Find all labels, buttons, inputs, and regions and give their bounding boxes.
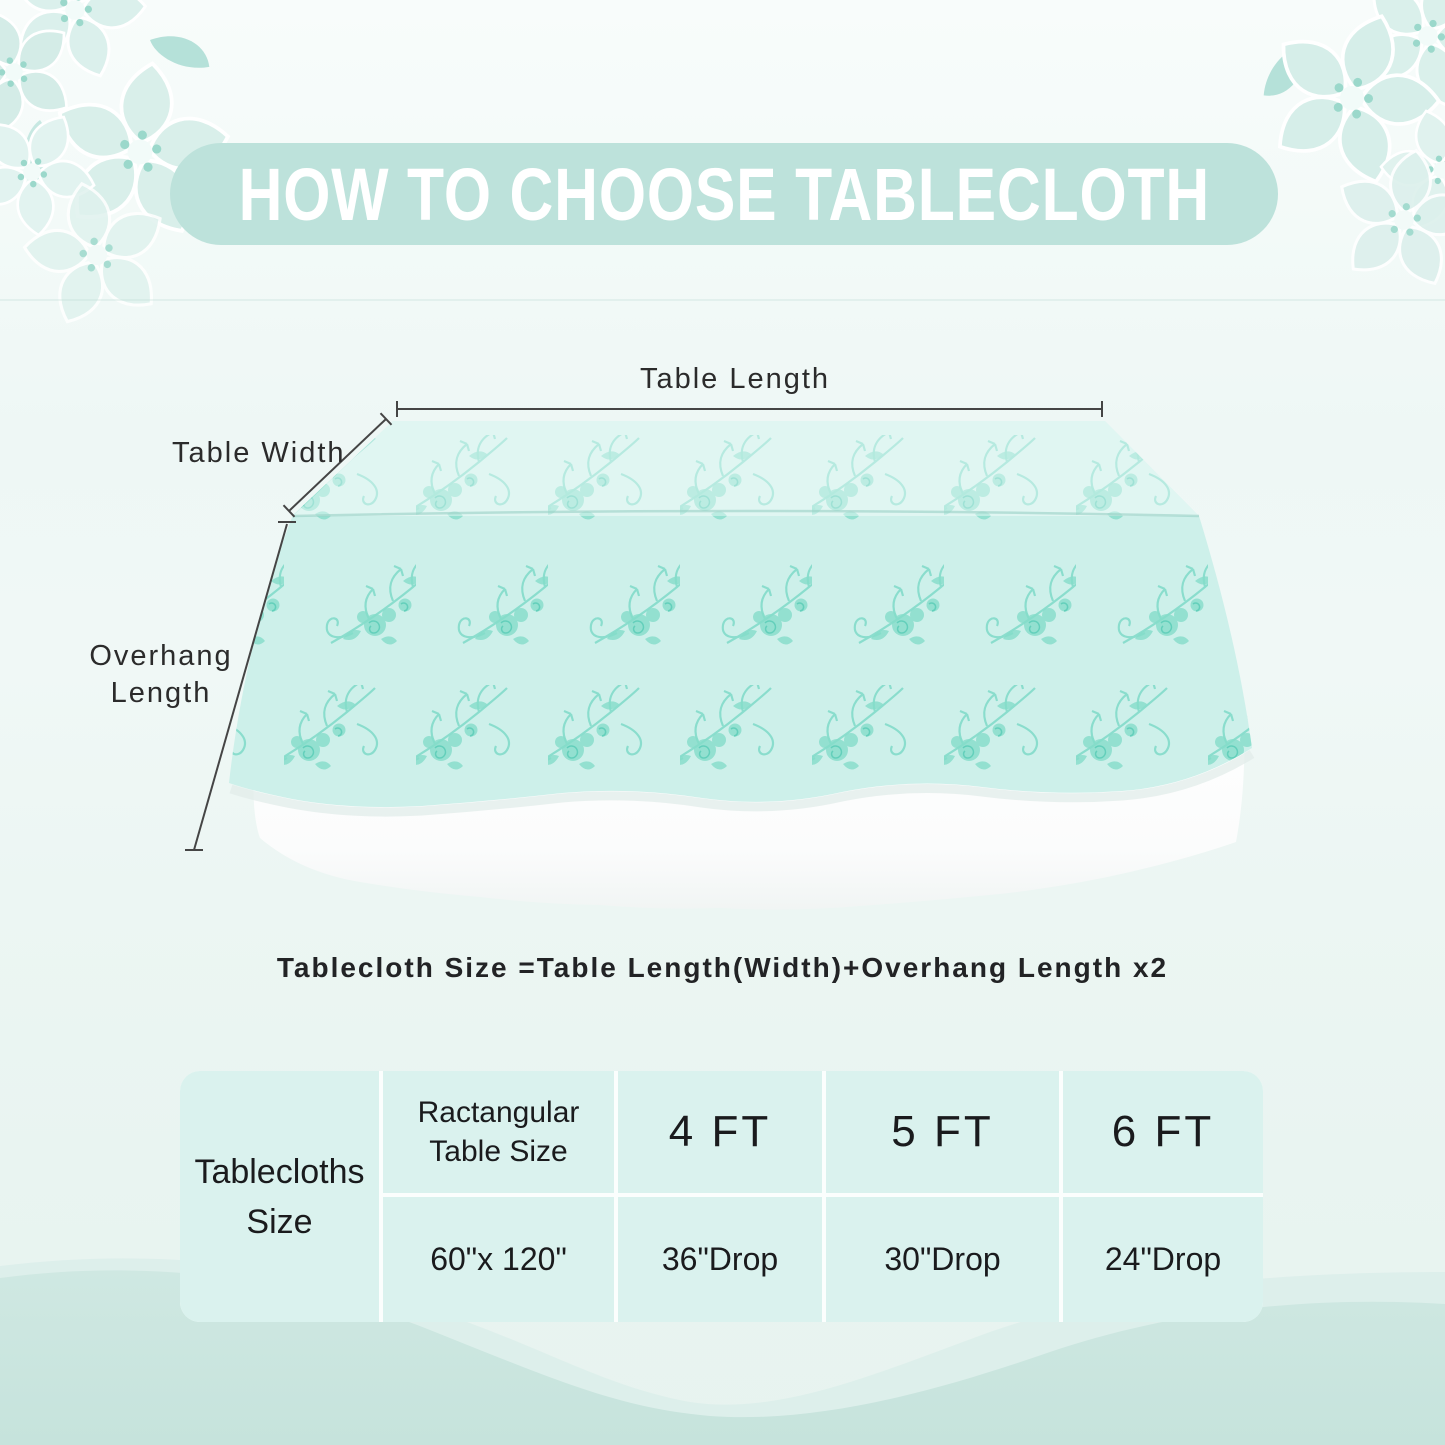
size-table-value-6ft-drop: 24"Drop (1063, 1197, 1263, 1322)
lace-tablecloth (229, 421, 1252, 808)
size-table: Tablecloths Size Ractangular Table Size … (180, 1071, 1263, 1322)
page-title: HOW TO CHOOSE TABLECLOTH (238, 152, 1210, 236)
size-table-value-dimensions: 60"x 120" (383, 1197, 614, 1322)
size-table-header-4ft: 4 FT (618, 1071, 822, 1193)
table-width-measure-line (282, 412, 393, 518)
table-width-label: Table Width (172, 437, 346, 469)
table-length-measure-line (396, 401, 1103, 417)
title-banner: HOW TO CHOOSE TABLECLOTH (170, 143, 1278, 245)
tablecloth-fold-line (292, 509, 1200, 518)
overhang-measure-line (185, 521, 296, 851)
flower-cluster-right (1236, 0, 1445, 302)
measure-lines (185, 401, 1103, 851)
size-table-header-rectangular: Ractangular Table Size (383, 1071, 614, 1193)
overhang-length-label: Overhang Length (86, 638, 236, 712)
size-table-header-5ft: 5 FT (826, 1071, 1059, 1193)
size-table-header-6ft: 6 FT (1063, 1071, 1263, 1193)
size-table-value-5ft-drop: 30"Drop (826, 1197, 1059, 1322)
background-seam-line (0, 299, 1445, 301)
overhang-label-line1: Overhang (89, 640, 233, 672)
overhang-label-line2: Length (110, 677, 212, 709)
size-table-value-4ft-drop: 36"Drop (618, 1197, 822, 1322)
size-table-corner-header: Tablecloths Size (180, 1071, 379, 1322)
table-length-label: Table Length (639, 363, 831, 395)
formula-text: Tablecloth Size =Table Length(Width)+Ove… (276, 952, 1169, 983)
table-top-surface (293, 421, 1199, 516)
